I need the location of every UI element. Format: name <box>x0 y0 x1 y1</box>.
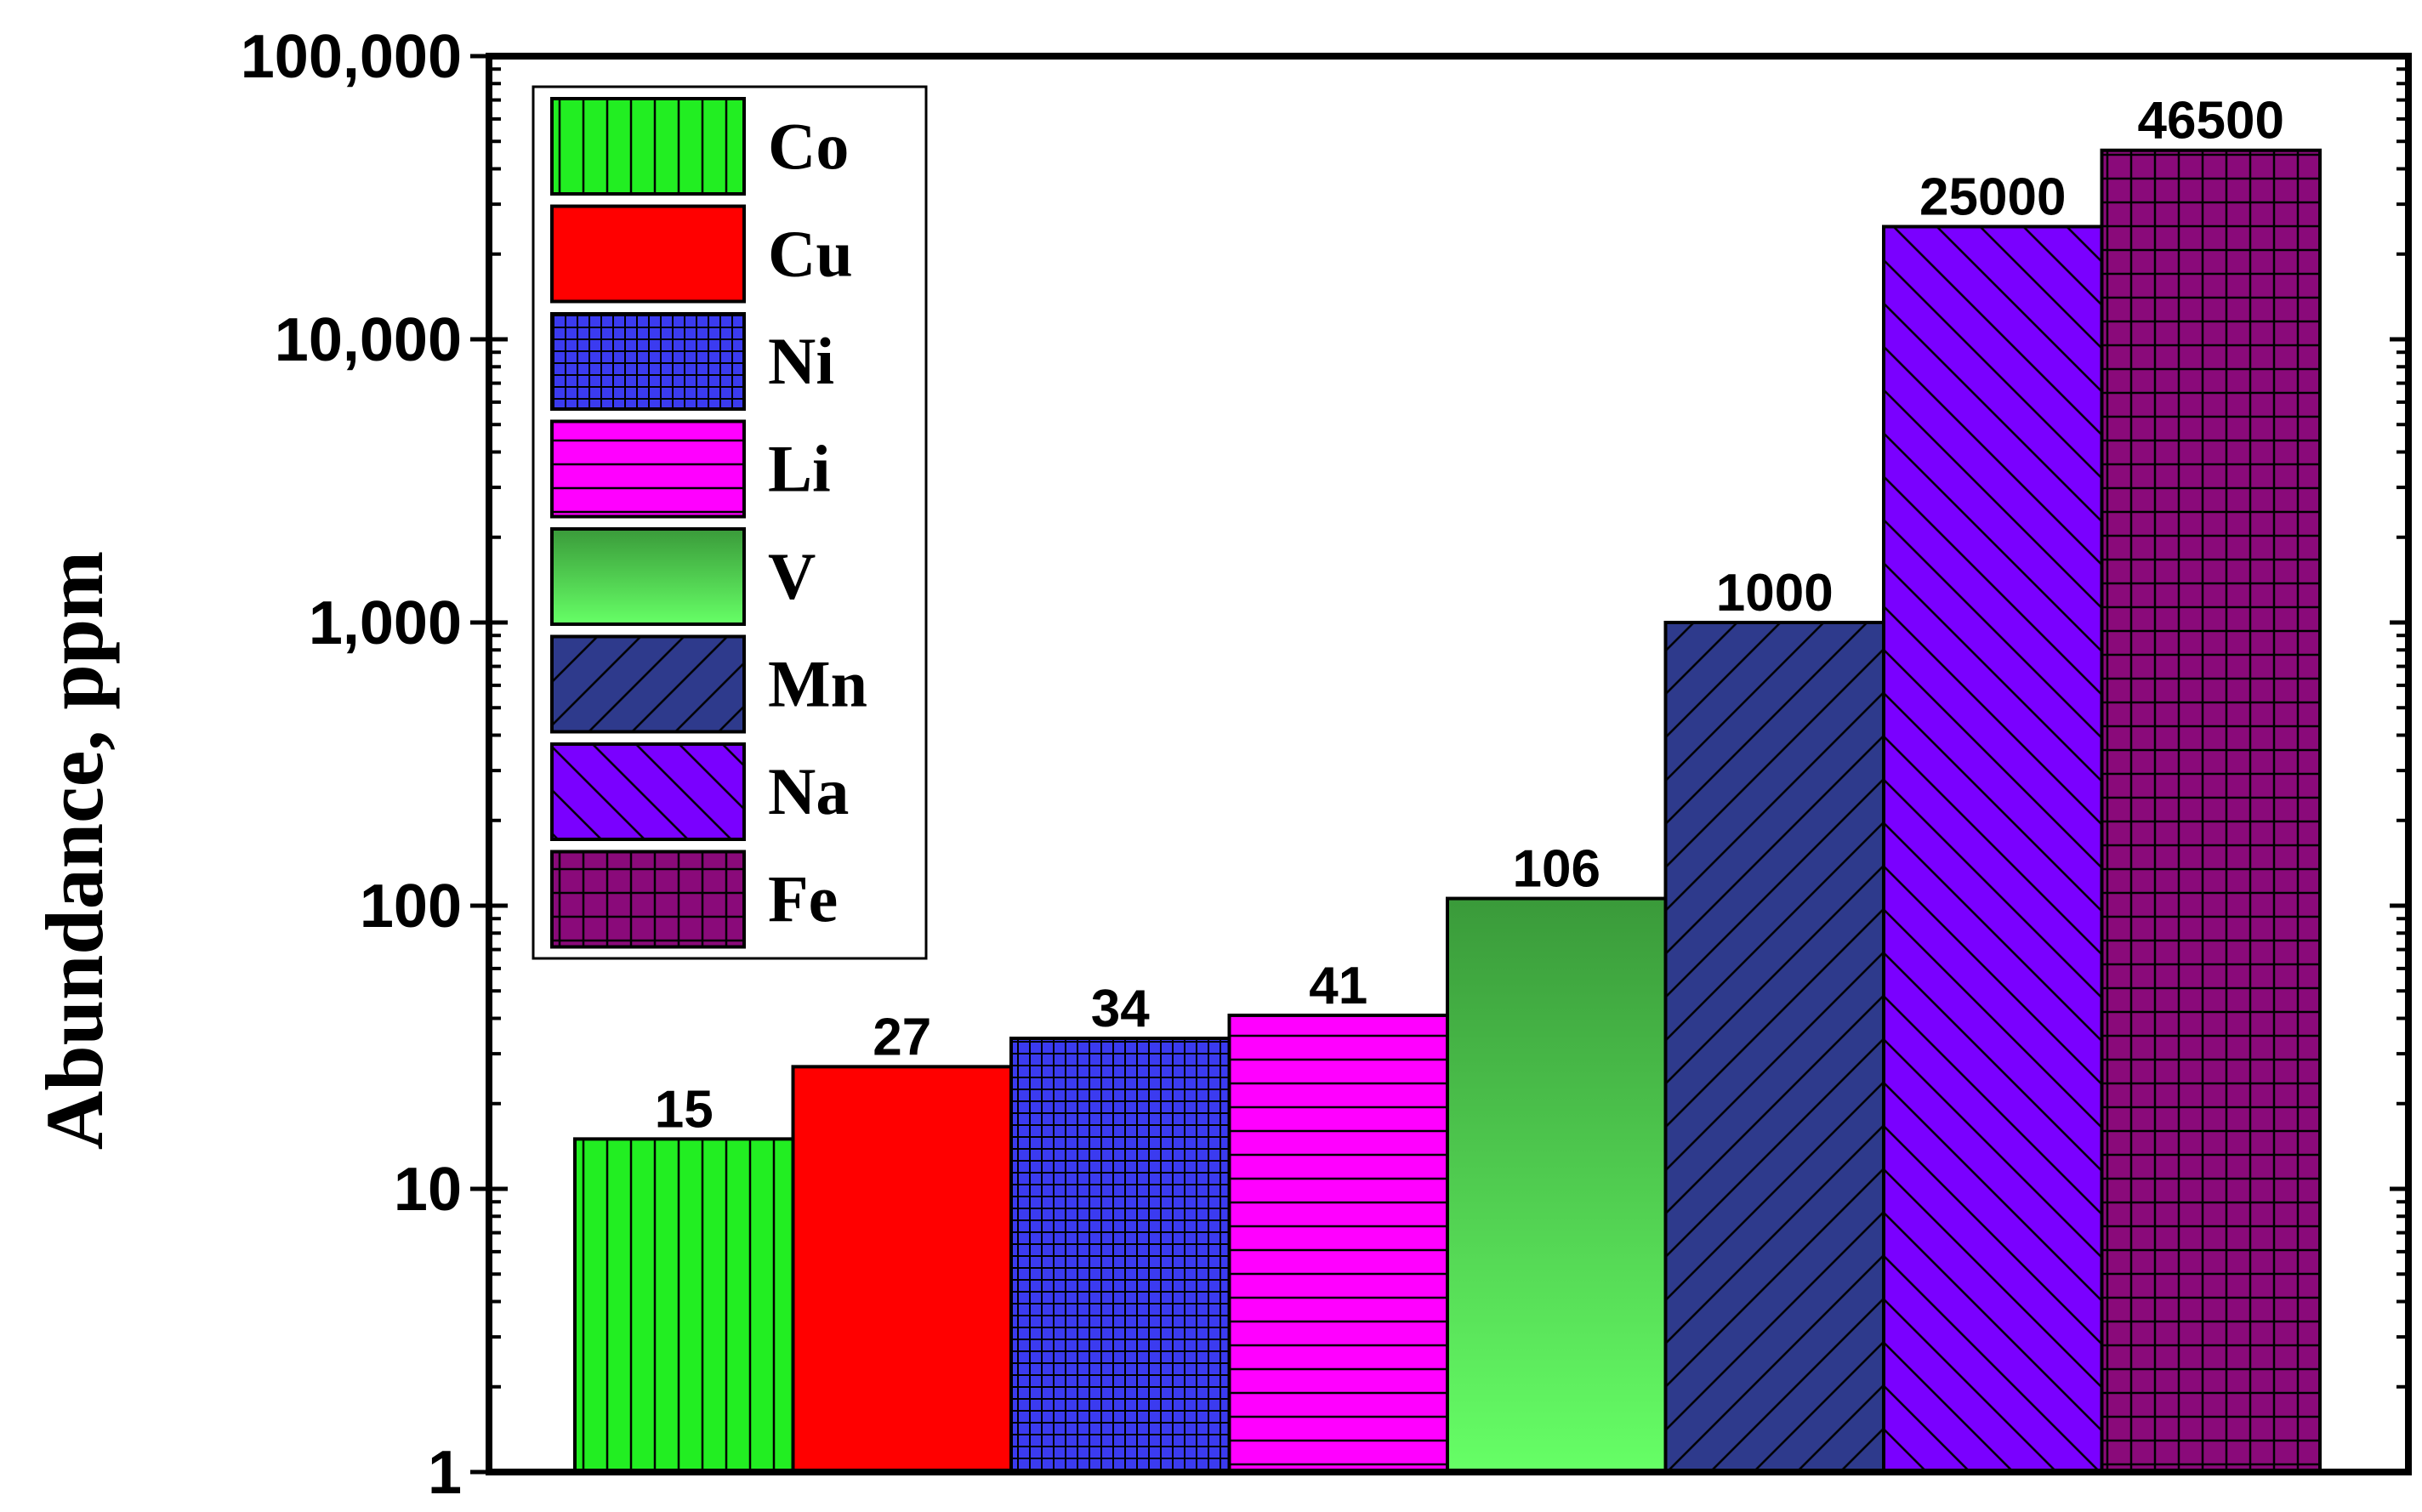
legend-swatch-fe <box>550 850 746 949</box>
value-label-v: 106 <box>1513 840 1600 899</box>
legend: Co Cu Ni Li V Mn Na Fe <box>532 85 928 960</box>
bar-na <box>1882 225 2104 1474</box>
legend-swatch-li <box>550 419 746 519</box>
value-label-fe: 46500 <box>2138 92 2284 151</box>
value-label-mn: 1000 <box>1716 564 1834 622</box>
legend-label-ni: Ni <box>768 324 834 398</box>
bar-mn <box>1663 621 1885 1474</box>
legend-label-li: Li <box>768 432 831 506</box>
legend-label-v: V <box>768 539 816 613</box>
y-tick-label: 1,000 <box>309 589 462 657</box>
bar-li <box>1227 1013 1449 1474</box>
bar-v <box>1446 896 1668 1474</box>
legend-swatch-cu <box>550 204 746 304</box>
value-label-na: 25000 <box>1919 168 2066 226</box>
y-tick-label: 100 <box>360 873 462 941</box>
value-label-co: 15 <box>655 1080 714 1139</box>
legend-swatch-v <box>550 527 746 626</box>
y-tick-label: 10,000 <box>275 306 462 374</box>
legend-label-co: Co <box>768 109 849 183</box>
legend-swatch-co <box>550 97 746 196</box>
value-label-cu: 27 <box>873 1008 931 1066</box>
y-tick-label: 1 <box>428 1439 462 1507</box>
value-label-ni: 34 <box>1091 980 1150 1038</box>
y-tick-label: 100,000 <box>241 23 462 91</box>
legend-label-cu: Cu <box>768 217 853 291</box>
legend-swatch-ni <box>550 312 746 411</box>
y-tick-label: 10 <box>394 1156 462 1224</box>
bar-fe <box>2100 148 2322 1474</box>
y-axis-title: Abundance, ppm <box>29 551 120 1150</box>
bar-ni <box>1009 1037 1231 1475</box>
legend-label-na: Na <box>768 754 849 828</box>
legend-swatch-mn <box>550 634 746 734</box>
bar-co <box>573 1137 795 1474</box>
legend-swatch-na <box>550 742 746 841</box>
legend-label-fe: Fe <box>768 862 838 936</box>
legend-label-mn: Mn <box>768 647 867 721</box>
bar-cu <box>791 1065 1013 1474</box>
value-label-li: 41 <box>1309 957 1367 1015</box>
